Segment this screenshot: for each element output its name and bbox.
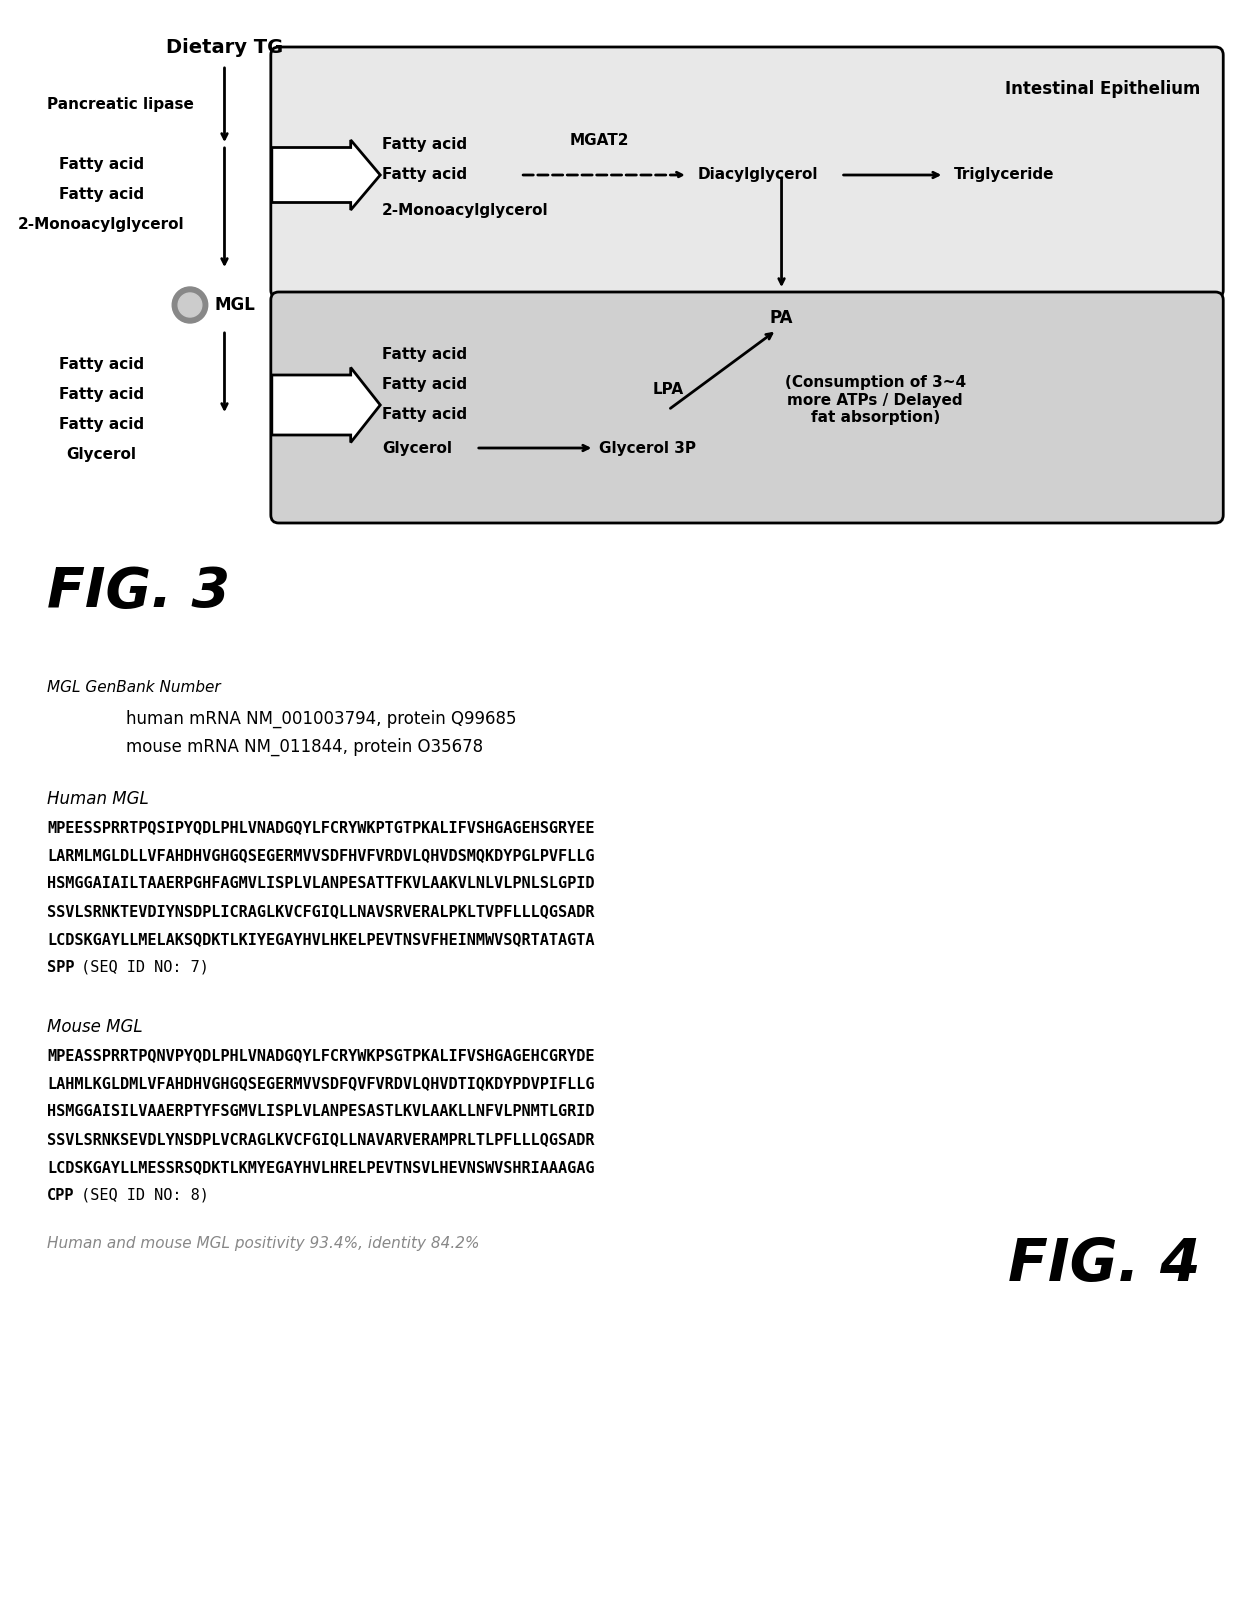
Text: MGAT2: MGAT2 <box>569 133 629 149</box>
Text: Fatty acid: Fatty acid <box>382 378 467 393</box>
Text: FIG. 4: FIG. 4 <box>1008 1236 1200 1293</box>
Text: human mRNA NM_001003794, protein Q99685: human mRNA NM_001003794, protein Q99685 <box>126 709 516 729</box>
Text: SSVLSRNKSEVDLYNSDPLVCRAGLKVCFGIQLLNAVARVERAMPRLTLPFLLLQGSADR: SSVLSRNKSEVDLYNSDPLVCRAGLKVCFGIQLLNAVARV… <box>47 1131 594 1147</box>
Text: Fatty acid: Fatty acid <box>58 357 144 373</box>
Text: mouse mRNA NM_011844, protein O35678: mouse mRNA NM_011844, protein O35678 <box>126 739 484 756</box>
Text: Glycerol: Glycerol <box>382 441 453 456</box>
Text: MPEASSPRRTPQNVPYQDLPHLVNADGQYLFCRYWKPSGTPKALIFVSHGAGEHCGRYDE: MPEASSPRRTPQNVPYQDLPHLVNADGQYLFCRYWKPSGT… <box>47 1049 594 1063</box>
Text: Fatty acid: Fatty acid <box>382 137 467 152</box>
Text: HSMGGAIAILTAAERPGHFAGMVLISPLVLANPESATTFKVLAAKVLNLVLPNLSLGPID: HSMGGAIAILTAAERPGHFAGMVLISPLVLANPESATTFK… <box>47 876 594 890</box>
Text: Triglyceride: Triglyceride <box>954 168 1054 183</box>
Text: Glycerol 3P: Glycerol 3P <box>599 441 696 456</box>
Text: Fatty acid: Fatty acid <box>58 388 144 402</box>
Text: 2-Monoacylglycerol: 2-Monoacylglycerol <box>17 218 185 233</box>
Text: LARMLMGLDLLVFAHDHVGHGQSEGERMVVSDFHVFVRDVLQHVDSMQKDYPGLPVFLLG: LARMLMGLDLLVFAHDHVGHGQSEGERMVVSDFHVFVRDV… <box>47 848 594 863</box>
Text: Glycerol: Glycerol <box>66 448 136 462</box>
FancyBboxPatch shape <box>270 292 1223 524</box>
Text: Human and mouse MGL positivity 93.4%, identity 84.2%: Human and mouse MGL positivity 93.4%, id… <box>47 1236 480 1251</box>
Circle shape <box>172 288 208 323</box>
Circle shape <box>179 292 202 317</box>
Text: LAHMLKGLDMLVFAHDHVGHGQSEGERMVVSDFQVFVRDVLQHVDTIQKDYPDVPIFLLG: LAHMLKGLDMLVFAHDHVGHGQSEGERMVVSDFQVFVRDV… <box>47 1076 594 1091</box>
Text: CPP: CPP <box>47 1188 74 1202</box>
FancyBboxPatch shape <box>270 47 1223 297</box>
Text: (SEQ ID NO: 7): (SEQ ID NO: 7) <box>72 960 210 974</box>
Text: Diacylglycerol: Diacylglycerol <box>698 168 818 183</box>
Text: Dietary TG: Dietary TG <box>166 39 283 57</box>
Text: Pancreatic lipase: Pancreatic lipase <box>47 97 193 113</box>
Text: Human MGL: Human MGL <box>47 790 149 808</box>
Text: SSVLSRNKTEVDIYNSDPLICRAGLKVCFGIQLLNAVSRVERALPKLTVPFLLLQGSADR: SSVLSRNKTEVDIYNSDPLICRAGLKVCFGIQLLNAVSRV… <box>47 903 594 920</box>
Text: LPA: LPA <box>652 383 683 398</box>
Text: 2-Monoacylglycerol: 2-Monoacylglycerol <box>382 202 549 218</box>
Text: MGL GenBank Number: MGL GenBank Number <box>47 680 221 695</box>
Text: Fatty acid: Fatty acid <box>58 187 144 202</box>
Text: FIG. 3: FIG. 3 <box>47 566 231 619</box>
Text: Fatty acid: Fatty acid <box>58 417 144 433</box>
Text: (SEQ ID NO: 8): (SEQ ID NO: 8) <box>72 1188 210 1202</box>
Text: Intestinal Epithelium: Intestinal Epithelium <box>1006 81 1200 99</box>
Text: PA: PA <box>770 309 794 326</box>
Text: SPP: SPP <box>47 960 74 974</box>
Text: MGL: MGL <box>215 296 255 314</box>
Text: HSMGGAISILVAAERPTYFSGMVLISPLVLANPESASTLKVLAAKLLNFVLPNMTLGRID: HSMGGAISILVAAERPTYFSGMVLISPLVLANPESASTLK… <box>47 1104 594 1118</box>
FancyArrow shape <box>272 367 381 443</box>
Text: Fatty acid: Fatty acid <box>382 347 467 362</box>
Text: Fatty acid: Fatty acid <box>58 157 144 173</box>
Text: Fatty acid: Fatty acid <box>382 407 467 422</box>
Text: LCDSKGAYLLMESSRSQDKTLKMYEGAYHVLHRELPEVTNSVLHEVNSWVSHRIAAAGAG: LCDSKGAYLLMESSRSQDKTLKMYEGAYHVLHRELPEVTN… <box>47 1160 594 1175</box>
Text: (Consumption of 3~4
more ATPs / Delayed
fat absorption): (Consumption of 3~4 more ATPs / Delayed … <box>785 375 966 425</box>
Text: MPEESSPRRTPQSIPYQDLPHLVNADGQYLFCRYWKPTGTPKALIFVSHGAGEHSGRYEE: MPEESSPRRTPQSIPYQDLPHLVNADGQYLFCRYWKPTGT… <box>47 819 594 835</box>
Text: Fatty acid: Fatty acid <box>382 168 467 183</box>
FancyArrow shape <box>272 141 381 210</box>
Text: Mouse MGL: Mouse MGL <box>47 1018 143 1036</box>
Text: LCDSKGAYLLMELAKSQDKTLKIYEGAYHVLHKELPEVTNSVFHEINMWVSQRTATAGTA: LCDSKGAYLLMELAKSQDKTLKIYEGAYHVLHKELPEVTN… <box>47 932 594 947</box>
